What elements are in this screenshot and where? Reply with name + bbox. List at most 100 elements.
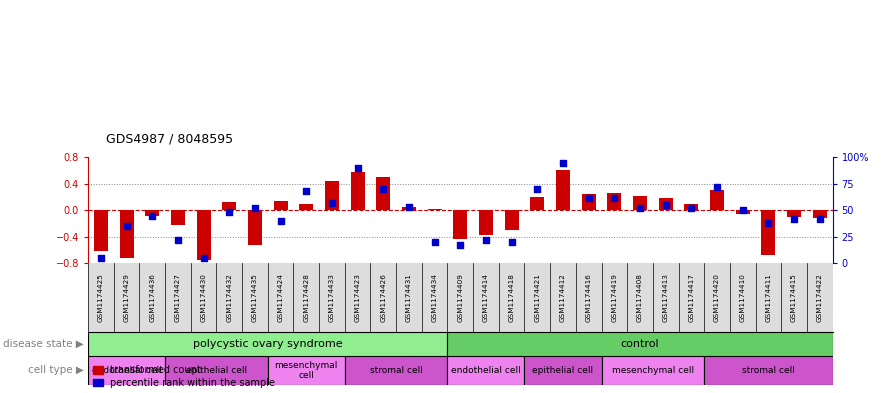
Text: endothelial cell: endothelial cell <box>451 366 521 375</box>
Bar <box>581 194 596 210</box>
Text: GSM1174427: GSM1174427 <box>175 273 181 322</box>
Point <box>505 239 519 245</box>
Bar <box>524 356 602 385</box>
Point <box>94 255 108 261</box>
Legend: transformed count, percentile rank within the sample: transformed count, percentile rank withi… <box>93 365 276 388</box>
Bar <box>530 197 544 210</box>
Text: GSM1174419: GSM1174419 <box>611 273 618 322</box>
Point <box>479 237 493 243</box>
Bar <box>325 181 339 210</box>
Text: GSM1174429: GSM1174429 <box>123 273 130 322</box>
Text: GSM1174412: GSM1174412 <box>560 273 566 322</box>
Point <box>325 200 339 206</box>
Text: mesenchymal cell: mesenchymal cell <box>611 366 694 375</box>
Bar <box>274 201 288 210</box>
Point <box>300 188 314 194</box>
Text: mesenchymal
cell: mesenchymal cell <box>275 361 338 380</box>
Text: GSM1174433: GSM1174433 <box>329 273 335 322</box>
Bar <box>427 209 441 210</box>
Bar <box>505 210 519 230</box>
Point <box>427 239 441 245</box>
Bar <box>165 356 268 385</box>
Bar <box>659 198 673 210</box>
Point <box>761 220 775 226</box>
Text: GSM1174416: GSM1174416 <box>586 273 592 322</box>
Point <box>402 204 416 210</box>
Point <box>530 186 544 192</box>
Text: GSM1174426: GSM1174426 <box>381 273 386 322</box>
Text: GSM1174411: GSM1174411 <box>766 273 772 322</box>
Text: stromal cell: stromal cell <box>742 366 795 375</box>
Bar <box>268 356 344 385</box>
Point <box>787 216 801 222</box>
Bar <box>248 210 262 245</box>
Text: GSM1174425: GSM1174425 <box>98 273 104 322</box>
Text: control: control <box>621 339 659 349</box>
Bar <box>812 210 826 218</box>
Point <box>274 218 288 224</box>
Text: GSM1174428: GSM1174428 <box>303 273 309 322</box>
Bar <box>602 356 704 385</box>
Point <box>581 195 596 201</box>
Bar <box>344 356 448 385</box>
Text: GSM1174414: GSM1174414 <box>483 273 489 322</box>
Bar <box>736 210 750 213</box>
Bar <box>787 210 801 217</box>
Text: GSM1174434: GSM1174434 <box>432 273 438 322</box>
Bar <box>633 196 647 210</box>
Bar <box>376 177 390 210</box>
Bar <box>300 204 314 210</box>
Bar <box>171 210 185 225</box>
Text: disease state ▶: disease state ▶ <box>3 339 84 349</box>
Point <box>171 237 185 243</box>
Bar <box>761 210 775 255</box>
Point <box>633 205 647 211</box>
Bar <box>351 173 365 210</box>
Text: GSM1174415: GSM1174415 <box>791 273 797 322</box>
Point <box>607 195 621 201</box>
Text: GSM1174430: GSM1174430 <box>201 273 207 322</box>
Text: GSM1174431: GSM1174431 <box>406 273 412 322</box>
Text: cell type ▶: cell type ▶ <box>28 365 84 375</box>
Point <box>196 255 211 261</box>
Bar <box>448 332 833 356</box>
Text: GSM1174409: GSM1174409 <box>457 273 463 322</box>
Text: polycystic ovary syndrome: polycystic ovary syndrome <box>193 339 343 349</box>
Text: GSM1174435: GSM1174435 <box>252 273 258 322</box>
Point <box>376 186 390 192</box>
Bar <box>710 190 724 210</box>
Text: GSM1174408: GSM1174408 <box>637 273 643 322</box>
Point <box>812 216 826 222</box>
Bar <box>448 356 524 385</box>
Text: epithelial cell: epithelial cell <box>186 366 247 375</box>
Text: GDS4987 / 8048595: GDS4987 / 8048595 <box>106 132 233 145</box>
Bar <box>402 207 416 210</box>
Point <box>710 184 724 190</box>
Text: GSM1174413: GSM1174413 <box>663 273 669 322</box>
Point <box>556 159 570 165</box>
Text: GSM1174410: GSM1174410 <box>740 273 745 322</box>
Bar <box>88 356 165 385</box>
Point <box>248 205 262 211</box>
Bar <box>685 204 699 210</box>
Point <box>351 165 365 171</box>
Bar <box>222 202 236 210</box>
Bar <box>479 210 493 235</box>
Bar <box>120 210 134 258</box>
Bar <box>607 193 621 210</box>
Text: endothelial cell: endothelial cell <box>92 366 161 375</box>
Text: GSM1174417: GSM1174417 <box>688 273 694 322</box>
Bar <box>145 210 159 215</box>
Point <box>145 212 159 219</box>
Bar <box>88 332 448 356</box>
Bar <box>94 210 108 252</box>
Text: GSM1174418: GSM1174418 <box>508 273 515 322</box>
Text: GSM1174436: GSM1174436 <box>149 273 155 322</box>
Text: epithelial cell: epithelial cell <box>532 366 594 375</box>
Point <box>736 207 750 213</box>
Text: GSM1174423: GSM1174423 <box>355 273 360 322</box>
Point <box>120 223 134 230</box>
Bar <box>556 171 570 210</box>
Text: stromal cell: stromal cell <box>370 366 423 375</box>
Point <box>222 209 236 215</box>
